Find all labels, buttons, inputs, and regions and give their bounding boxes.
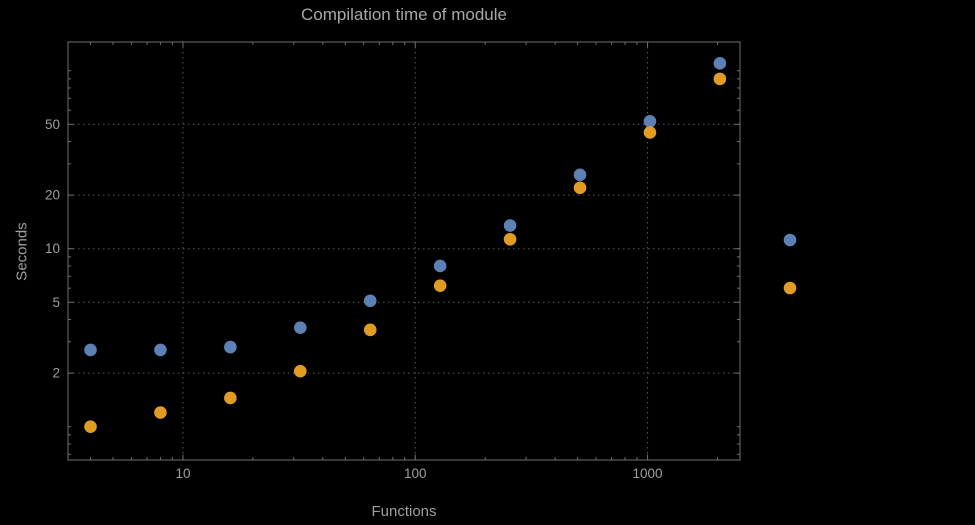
- data-point-series-2: [503, 232, 517, 246]
- data-point-series-2: [154, 406, 167, 419]
- data-point-series-1: [84, 343, 97, 357]
- legend-marker-series-2: [783, 281, 797, 295]
- y-tick-label: 10: [45, 241, 60, 256]
- data-point-series-1: [643, 114, 657, 128]
- data-point-series-1: [503, 219, 517, 232]
- data-point-series-1: [713, 57, 727, 70]
- data-point-series-1: [573, 168, 587, 182]
- y-tick-label: 50: [45, 117, 60, 132]
- data-point-series-1: [294, 321, 307, 334]
- data-point-series-1: [224, 340, 237, 354]
- data-point-series-1: [433, 259, 447, 273]
- y-tick-label: 20: [45, 188, 60, 203]
- data-point-series-2: [573, 181, 587, 195]
- data-point-series-1: [154, 343, 167, 357]
- data-point-series-2: [224, 391, 237, 405]
- y-tick-label: 5: [52, 295, 60, 310]
- y-axis-label: Seconds: [13, 222, 31, 281]
- x-tick-label: 1000: [633, 466, 663, 481]
- chart-title: Compilation time of module: [301, 5, 507, 24]
- x-tick-label: 10: [175, 466, 190, 481]
- data-point-series-2: [363, 323, 377, 337]
- data-point-series-2: [433, 279, 447, 292]
- data-point-series-2: [643, 126, 657, 139]
- data-point-series-2: [713, 72, 727, 86]
- data-point-series-2: [84, 420, 97, 434]
- x-tick-label: 100: [404, 466, 427, 481]
- legend-marker-series-1: [783, 233, 797, 247]
- data-point-series-1: [363, 294, 377, 308]
- plot-frame: [67, 41, 741, 461]
- x-axis-label: Functions: [371, 503, 437, 520]
- data-point-series-2: [294, 364, 307, 378]
- y-tick-label: 2: [52, 366, 60, 381]
